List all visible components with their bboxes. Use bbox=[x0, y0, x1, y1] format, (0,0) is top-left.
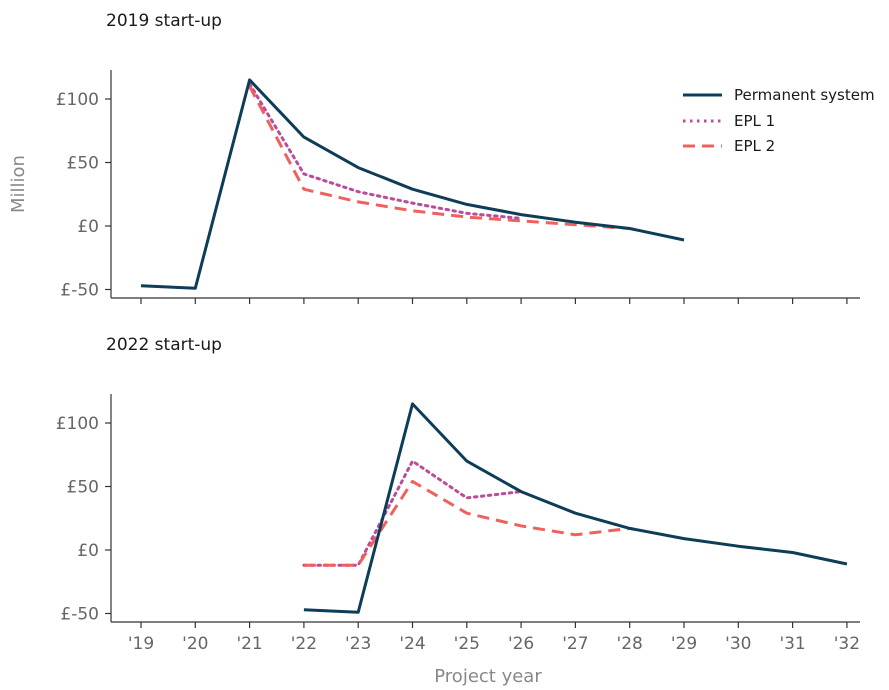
x-tick-label: '21 bbox=[236, 634, 262, 654]
y-tick-label: £-50 bbox=[60, 605, 99, 625]
y-tick-label: £100 bbox=[56, 90, 99, 110]
x-tick-label: '32 bbox=[834, 634, 860, 654]
y-tick-label: £0 bbox=[77, 217, 99, 237]
series-line-epl-2 bbox=[248, 85, 630, 230]
x-tick-label: '29 bbox=[671, 634, 697, 654]
x-tick-label: '31 bbox=[779, 634, 805, 654]
x-tick-label: '22 bbox=[291, 634, 317, 654]
legend: Permanent system EPL 1 EPL 2 bbox=[683, 86, 875, 155]
y-tick-label: £50 bbox=[67, 154, 99, 174]
y-tick-label: £-50 bbox=[60, 281, 99, 301]
x-tick-label: '19 bbox=[128, 634, 154, 654]
x-tick-label: '27 bbox=[562, 634, 588, 654]
legend-label-epl-2: EPL 2 bbox=[734, 137, 775, 155]
x-tick-label: '25 bbox=[454, 634, 480, 654]
legend-label-epl-1: EPL 1 bbox=[734, 112, 775, 130]
panel-1-ylabel: Million bbox=[8, 155, 29, 213]
y-tick-label: £0 bbox=[77, 541, 99, 561]
y-tick-label: £100 bbox=[56, 414, 99, 434]
series-line-permanent-system bbox=[303, 402, 848, 614]
x-tick-label: '28 bbox=[617, 634, 643, 654]
panel-1-plot: £-50 £0 £50 £100 bbox=[56, 70, 860, 304]
x-tick-label: '23 bbox=[345, 634, 371, 654]
x-tick-label: '24 bbox=[399, 634, 425, 654]
x-axis-title: Project year bbox=[434, 666, 542, 687]
x-tick-label: '26 bbox=[508, 634, 534, 654]
panel-2-plot: £-50 £0 £50 £100 '19 '20 '21 '22 '23 '24 '25 '26 '27… bbox=[56, 394, 860, 654]
series-line-permanent-system bbox=[140, 78, 685, 290]
legend-label-permanent-system: Permanent system bbox=[734, 86, 875, 104]
x-tick-label: '20 bbox=[182, 634, 208, 654]
panel-2-title: 2022 start-up bbox=[106, 335, 222, 355]
series-line-epl-1 bbox=[302, 459, 523, 567]
series-line-epl-1 bbox=[248, 82, 523, 220]
x-tick-label: '30 bbox=[725, 634, 751, 654]
series-line-epl-2 bbox=[303, 479, 630, 567]
panel-1-title: 2019 start-up bbox=[106, 11, 222, 31]
y-tick-label: £50 bbox=[67, 478, 99, 498]
